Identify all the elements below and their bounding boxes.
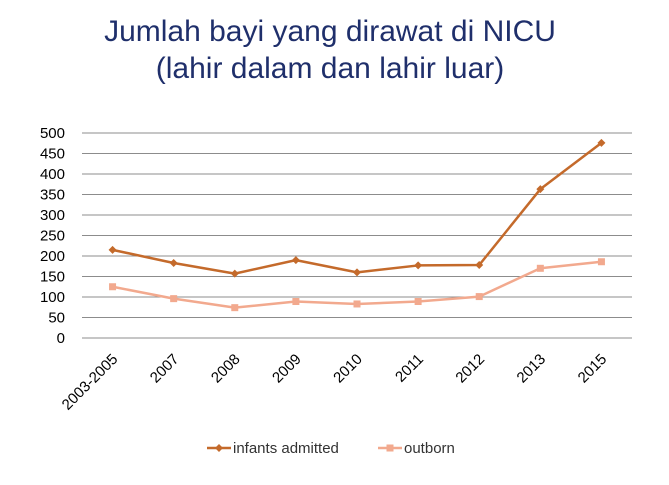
point-outborn <box>109 283 117 291</box>
legend-label-infants-admitted: infants admitted <box>233 440 339 457</box>
legend-entry-infants-admitted: infants admitted <box>207 440 339 457</box>
series-lines <box>108 138 606 312</box>
point-outborn <box>231 304 239 312</box>
point-infants-admitted <box>597 138 606 147</box>
x-tick-label: 2008 <box>208 351 244 387</box>
point-outborn <box>536 264 544 272</box>
point-infants-admitted <box>536 185 545 194</box>
legend: infants admitted outborn <box>207 440 455 457</box>
x-tick-label: 2010 <box>330 351 366 387</box>
series-line-infants-admitted <box>112 141 603 275</box>
y-tick-label: 350 <box>40 187 65 204</box>
legend-marker-outborn <box>386 444 394 452</box>
point-outborn <box>292 298 300 306</box>
point-outborn <box>170 295 178 303</box>
point-infants-admitted <box>291 256 300 265</box>
x-tick-label: 2012 <box>452 351 488 387</box>
point-outborn <box>597 258 605 266</box>
point-infants-admitted <box>230 269 239 278</box>
point-infants-admitted <box>108 245 117 254</box>
legend-marker-infants-admitted <box>215 444 223 452</box>
y-tick-label: 250 <box>40 228 65 245</box>
x-tick-label: 2015 <box>575 351 611 387</box>
y-axis-ticks: 0 50 100 150 200 250 300 350 400 450 500 <box>40 125 65 347</box>
point-infants-admitted <box>169 258 178 267</box>
y-tick-label: 150 <box>40 269 65 286</box>
point-outborn <box>414 298 422 306</box>
y-tick-label: 200 <box>40 248 65 265</box>
y-tick-label: 300 <box>40 207 65 224</box>
point-infants-admitted <box>475 261 484 270</box>
point-infants-admitted <box>414 261 423 270</box>
x-tick-label: 2007 <box>147 351 183 387</box>
chart-subtitle: (lahir dalam dan lahir luar) <box>156 52 505 85</box>
chart-title: Jumlah bayi yang dirawat di NICU <box>104 15 556 48</box>
y-tick-label: 100 <box>40 289 65 306</box>
point-infants-admitted <box>353 268 361 277</box>
y-tick-label: 400 <box>40 166 65 183</box>
y-tick-label: 500 <box>40 125 65 142</box>
point-outborn <box>475 293 483 301</box>
x-tick-label: 2011 <box>392 351 427 386</box>
y-tick-label: 0 <box>57 330 65 347</box>
x-axis-ticks: 2003-2005 2007 2008 2009 2010 2011 2012 2013 201… <box>59 351 611 414</box>
legend-label-outborn: outborn <box>404 440 455 457</box>
x-tick-label: 2013 <box>514 351 550 387</box>
y-tick-label: 50 <box>48 310 65 327</box>
legend-entry-outborn: outborn <box>378 440 455 457</box>
x-tick-label: 2009 <box>269 351 305 387</box>
y-tick-label: 450 <box>40 146 65 163</box>
x-tick-label: 2003-2005 <box>59 351 122 414</box>
point-outborn <box>353 300 361 308</box>
